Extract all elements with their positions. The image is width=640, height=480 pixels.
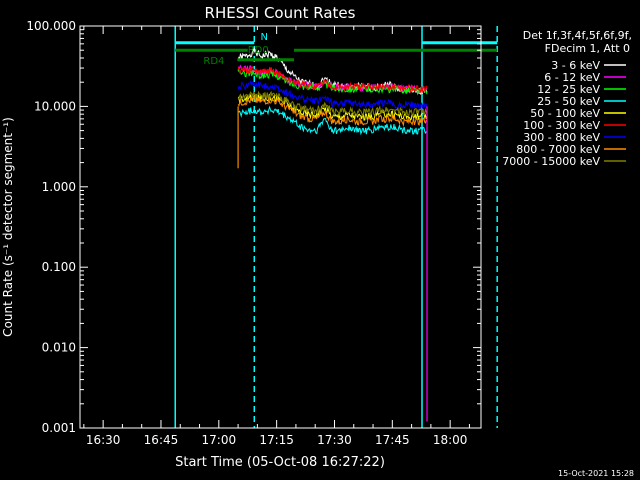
legend-label-3: 25 - 50 keV <box>537 95 600 108</box>
attenuator-lines <box>174 26 498 428</box>
legend-label-6: 300 - 800 keV <box>523 131 600 144</box>
status-marker-2: RD4 <box>203 56 224 67</box>
y-axis-label: Count Rate (s⁻¹ detector segment⁻¹) <box>1 117 15 337</box>
series-line-7 <box>237 95 428 127</box>
series-line-3 <box>237 105 428 136</box>
x-tick-label-5: 17:45 <box>375 433 410 447</box>
plot-frame <box>79 25 482 429</box>
chart-title: RHESSI Count Rates <box>205 4 356 22</box>
y-tick-label-5: 0.001 <box>42 421 76 435</box>
y-tick-label-3: 0.100 <box>42 260 76 274</box>
series-line-8 <box>237 89 428 117</box>
legend-label-7: 800 - 7000 keV <box>516 143 600 156</box>
x-tick-label-1: 16:45 <box>144 433 179 447</box>
status-marker-1: RD0 <box>248 45 269 56</box>
x-tick-label-0: 16:30 <box>86 433 121 447</box>
legend-label-0: 3 - 6 keV <box>551 59 600 72</box>
footer-timestamp: 15-Oct-2021 15:28 <box>558 469 634 478</box>
legend-header-line-1: Det 1f,3f,4f,5f,6f,9f, <box>523 29 632 42</box>
series-lines <box>237 47 428 422</box>
y-tick-label-2: 1.000 <box>42 180 76 194</box>
y-tick-label-4: 0.010 <box>42 341 76 355</box>
series-line-4 <box>237 93 428 122</box>
axes: 16:30 16:45 17:00 17:15 17:30 17:45 18:00 100.0… <box>26 19 481 447</box>
legend-label-4: 50 - 100 keV <box>530 107 600 120</box>
y-tick-label-1: 10.000 <box>34 99 76 113</box>
legend-label-8: 7000 - 15000 keV <box>502 155 600 168</box>
legend-label-2: 12 - 25 keV <box>537 83 600 96</box>
series-line-6 <box>237 79 428 110</box>
series-line-5 <box>237 65 428 94</box>
x-tick-label-4: 17:30 <box>317 433 352 447</box>
legend-label-1: 6 - 12 keV <box>544 71 600 84</box>
y-tick-label-0: 100.000 <box>26 19 76 33</box>
legend-label-5: 100 - 300 keV <box>523 119 600 132</box>
x-axis-label: Start Time (05-Oct-08 16:27:22) <box>175 455 385 470</box>
status-bars: N RD0 RD4 <box>175 32 498 67</box>
x-tick-label-3: 17:15 <box>259 433 294 447</box>
legend: Det 1f,3f,4f,5f,6f,9f, FDecim 1, Att 0 3… <box>502 29 632 168</box>
legend-header-line-2: FDecim 1, Att 0 <box>545 42 630 55</box>
status-marker-0: N <box>260 32 267 43</box>
x-tick-label-6: 18:00 <box>433 433 468 447</box>
x-tick-label-2: 17:00 <box>202 433 237 447</box>
